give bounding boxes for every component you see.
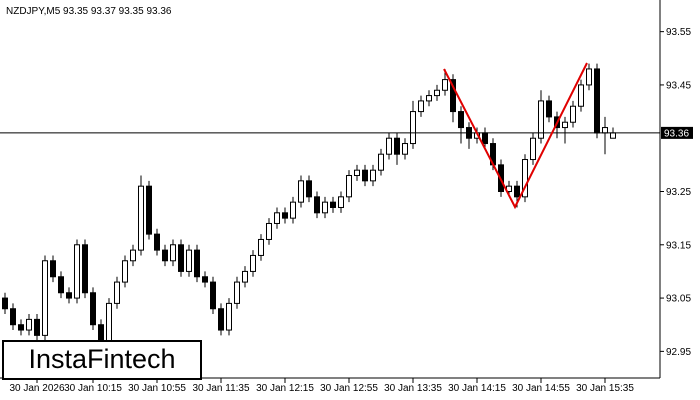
candle-body xyxy=(58,276,64,294)
candle-body xyxy=(522,159,528,198)
candle-body xyxy=(42,260,48,336)
candle-body xyxy=(322,201,328,214)
x-tick-label: 30 Jan 12:15 xyxy=(256,383,314,394)
candle-body xyxy=(586,68,592,86)
candle-body xyxy=(106,302,112,342)
candle-body xyxy=(562,121,568,129)
candle-body xyxy=(450,79,456,113)
logo-box xyxy=(2,340,202,380)
current-price-box xyxy=(661,126,693,139)
candle-body xyxy=(130,249,136,262)
candle-body xyxy=(138,185,144,251)
candle-body xyxy=(162,249,168,262)
y-tick-label: 93.25 xyxy=(666,187,691,198)
candle-body xyxy=(418,100,424,113)
candle-body xyxy=(74,244,80,299)
candle-body xyxy=(594,68,600,134)
candle-body xyxy=(338,196,344,208)
candle-body xyxy=(386,137,392,155)
candle-body xyxy=(410,111,416,145)
candle-body xyxy=(66,292,72,299)
candle-body xyxy=(266,222,272,240)
candle-body xyxy=(210,281,216,310)
candle-body xyxy=(250,254,256,272)
candle-body xyxy=(538,100,544,139)
candle-body xyxy=(402,143,408,155)
candle-body xyxy=(226,302,232,331)
double-top-pattern xyxy=(443,62,588,210)
candle-body xyxy=(434,89,440,97)
candle-body xyxy=(458,111,464,129)
candle-body xyxy=(2,297,8,310)
y-tick-label: 93.55 xyxy=(666,27,691,38)
candle-body xyxy=(170,244,176,262)
y-tick-label: 93.45 xyxy=(666,80,691,91)
y-tick-label: 92.95 xyxy=(666,347,691,358)
plot: 92.95 93.05 93.15 93.25 93.45 93.55 30 Jan 202… xyxy=(0,27,693,394)
candle-body xyxy=(306,180,312,198)
candle-body xyxy=(122,260,128,283)
candle-body xyxy=(234,281,240,304)
candle-body xyxy=(242,270,248,283)
candle-body xyxy=(546,100,552,118)
candle-body xyxy=(578,84,584,107)
candle-body xyxy=(50,260,56,278)
candle-body xyxy=(34,318,40,336)
candle-body xyxy=(290,201,296,219)
x-tick-label: 30 Jan 2026 xyxy=(9,383,64,394)
candle-body xyxy=(610,132,616,139)
x-tick-label: 30 Jan 14:15 xyxy=(448,383,506,394)
current-price-label: 93.36 xyxy=(664,128,689,139)
candle-body xyxy=(570,105,576,123)
x-tick-label: 30 Jan 11:35 xyxy=(192,383,250,394)
candle-body xyxy=(602,127,608,134)
x-tick-label: 30 Jan 15:35 xyxy=(576,383,634,394)
candle-body xyxy=(98,324,104,342)
candle-body xyxy=(442,79,448,91)
candle-body xyxy=(18,324,24,331)
candle-body xyxy=(154,233,160,251)
candle-body xyxy=(114,281,120,304)
logo: InstaFintech xyxy=(28,344,175,374)
candle-body xyxy=(274,212,280,224)
candle-body xyxy=(258,238,264,256)
candle-body xyxy=(362,169,368,182)
candle-body xyxy=(482,132,488,145)
candle-body xyxy=(346,175,352,198)
candle-body xyxy=(330,201,336,208)
candle-body xyxy=(282,212,288,219)
candle-body xyxy=(378,153,384,171)
candle-body xyxy=(370,169,376,182)
x-tick-label: 30 Jan 10:55 xyxy=(128,383,186,394)
candle-body xyxy=(218,308,224,331)
candle-body xyxy=(202,276,208,283)
candle-body xyxy=(394,137,400,155)
x-tick-label: 30 Jan 12:55 xyxy=(320,383,378,394)
chart-title: NZDJPY,M5 93.35 93.37 93.35 93.36 xyxy=(6,6,172,17)
y-tick-label: 93.05 xyxy=(666,294,691,305)
y-tick-label: 93.15 xyxy=(666,240,691,251)
x-tick-label: 30 Jan 13:35 xyxy=(384,383,442,394)
candle-body xyxy=(530,137,536,161)
candle-body xyxy=(26,318,32,331)
candle-body xyxy=(194,249,200,278)
candle-body xyxy=(82,244,88,294)
candle-body xyxy=(178,244,184,272)
candle-body xyxy=(314,196,320,214)
candle-body xyxy=(90,292,96,326)
candle-body xyxy=(146,185,152,235)
candle-body xyxy=(186,249,192,272)
x-tick-label: 30 Jan 10:15 xyxy=(64,383,122,394)
candle-body xyxy=(298,180,304,203)
candle-body xyxy=(426,95,432,102)
x-tick-label: 30 Jan 14:55 xyxy=(512,383,570,394)
candle-body xyxy=(354,169,360,177)
candle-body xyxy=(10,308,16,326)
candle-body xyxy=(514,185,520,198)
